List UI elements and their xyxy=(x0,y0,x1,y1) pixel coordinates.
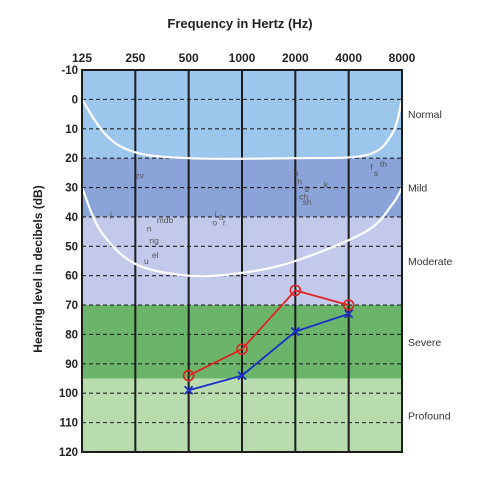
y-tick-label-110: 110 xyxy=(59,418,78,430)
speech-sound-th: th xyxy=(380,159,387,169)
x-tick-label-8000: 8000 xyxy=(389,51,416,65)
band-label-profound: Profound xyxy=(408,410,451,422)
axes: 125 250 500 1000 2000 4000 8000 -10 0 10 20 30 40 50 6… xyxy=(59,51,416,459)
speech-sound-ng: ng xyxy=(149,235,159,245)
y-tick-label-40: 40 xyxy=(65,212,78,224)
speech-sound-mdb: mdb xyxy=(157,215,174,225)
y-tick-label-50: 50 xyxy=(65,241,78,253)
speech-sound-u: u xyxy=(144,256,149,266)
series-1-point-1000 xyxy=(237,370,247,381)
speech-sound-el: el xyxy=(152,250,159,260)
y-axis-label: Hearing level in decibels (dB) xyxy=(31,185,45,352)
speech-sound-n: n xyxy=(147,224,152,234)
plot-border xyxy=(81,69,403,453)
band-label-moderate: Moderate xyxy=(408,256,453,268)
series-0-point-500 xyxy=(182,369,195,382)
series-0-point-4000 xyxy=(342,299,355,311)
speech-banana-lower-curve xyxy=(80,186,403,278)
y-tick-label-20: 20 xyxy=(65,153,78,165)
speech-sound-f: f xyxy=(370,162,373,172)
chart-title: Frequency in Hertz (Hz) xyxy=(167,16,312,31)
y-tick-label-60: 60 xyxy=(65,271,78,283)
y-tick-label-30: 30 xyxy=(65,183,78,195)
speech-sound-h: h xyxy=(297,177,302,187)
y-tick-label-80: 80 xyxy=(65,329,78,341)
x-tick-label-2000: 2000 xyxy=(282,51,309,65)
series-0-line xyxy=(188,289,349,377)
speech-sound-k: k xyxy=(324,180,329,190)
speech-sound-g: g xyxy=(304,182,309,192)
x-tick-label-4000: 4000 xyxy=(335,51,362,65)
series-1-point-500 xyxy=(184,385,194,395)
speech-banana xyxy=(80,98,404,278)
speech-sound-s: s xyxy=(374,168,378,178)
band-label-normal: Normal xyxy=(408,109,442,121)
y-tick-label-0: 0 xyxy=(72,94,78,106)
speech-sound-o: o xyxy=(212,218,217,228)
y-tick-label-90: 90 xyxy=(65,359,78,371)
series-0-point-1000 xyxy=(236,343,248,355)
x-tick-label-500: 500 xyxy=(179,51,199,65)
series-1-point-4000 xyxy=(344,309,354,319)
speech-sound-j: j xyxy=(109,209,112,219)
band-label-severe: Severe xyxy=(408,337,441,349)
y-tick-label-120: 120 xyxy=(59,447,78,459)
speech-sound-i: i xyxy=(215,209,217,219)
speech-sound-a: a xyxy=(219,212,224,222)
speech-banana-upper-curve xyxy=(81,98,404,160)
x-tick-label-1000: 1000 xyxy=(229,51,256,65)
speech-sound-zv: zv xyxy=(135,171,144,181)
severity-bands: Normal Mild Moderate Severe Profound xyxy=(82,70,453,452)
series-layer xyxy=(182,284,355,395)
series-0-point-2000 xyxy=(289,284,302,297)
y-tick-label--10: -10 xyxy=(61,65,78,77)
y-tick-label-100: 100 xyxy=(59,388,78,400)
y-tick-label-70: 70 xyxy=(65,300,78,312)
speech-sound-r: r xyxy=(223,218,226,228)
x-tick-label-250: 250 xyxy=(125,51,145,65)
speech-sound-ch: ch xyxy=(299,191,308,201)
y-tick-label-10: 10 xyxy=(65,124,78,136)
series-1-point-2000 xyxy=(290,326,300,337)
series-1-line xyxy=(188,313,349,392)
band-label-mild: Mild xyxy=(408,183,427,195)
speech-sound-sh: sh xyxy=(303,197,312,207)
x-tick-label-125: 125 xyxy=(72,51,92,65)
speech-sound-p: p xyxy=(293,168,298,178)
